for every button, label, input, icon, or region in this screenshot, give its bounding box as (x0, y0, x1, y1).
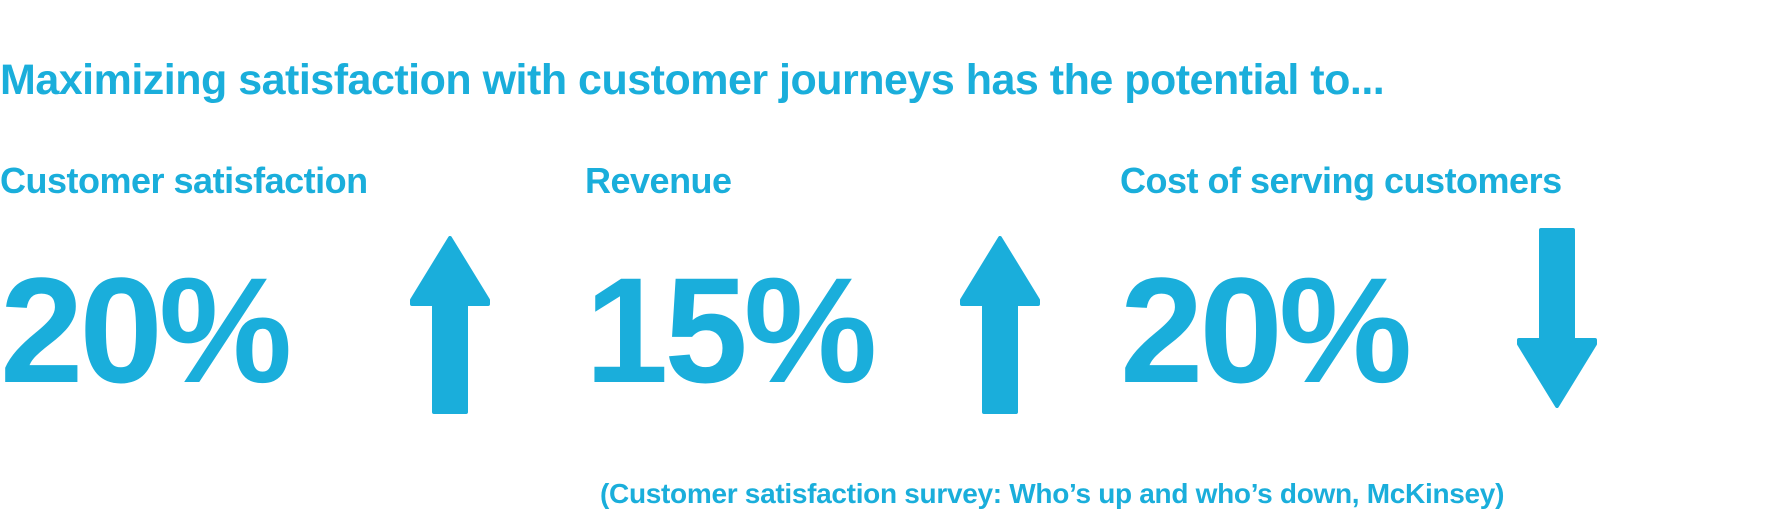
arrow-up-icon (410, 236, 490, 416)
arrow-up-icon (960, 236, 1040, 416)
arrow-down-icon (1517, 226, 1597, 408)
source-citation: (Customer satisfaction survey: Who’s up … (600, 478, 1505, 509)
stat-label: Cost of serving customers (1120, 160, 1562, 201)
stat-value: 20% (0, 246, 292, 414)
stat-value: 15% (585, 246, 877, 414)
stat-value: 20% (1120, 246, 1412, 414)
stat-label: Revenue (585, 160, 732, 201)
stat-label: Customer satisfaction (0, 160, 368, 201)
headline: Maximizing satisfaction with customer jo… (0, 56, 1385, 104)
